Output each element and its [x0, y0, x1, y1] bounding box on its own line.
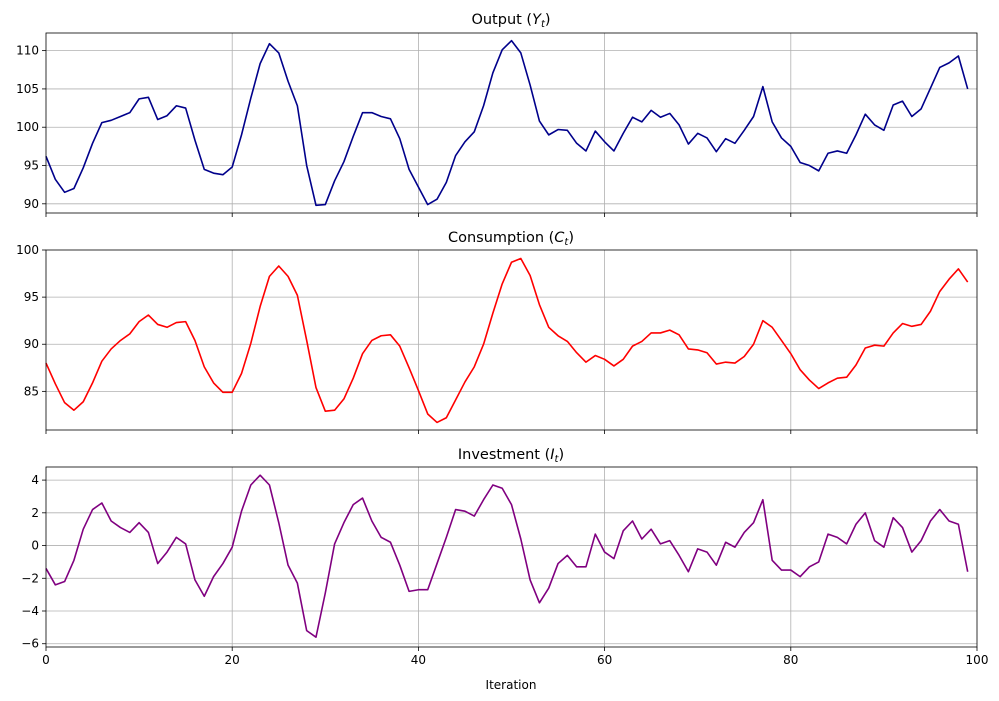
- title-variable: Y: [532, 12, 542, 28]
- output-y-tick-label: 95: [24, 159, 39, 173]
- output-y-tick-label: 90: [24, 197, 39, 211]
- consumption-series-line: [45, 257, 969, 424]
- output-y-tick-label: 110: [16, 44, 39, 58]
- output-y-tick-label: 105: [16, 82, 39, 96]
- investment-y-tick-label: −2: [21, 571, 39, 585]
- title-end: ): [545, 12, 551, 28]
- title-subscript: t: [541, 19, 546, 30]
- title-subscript: t: [555, 454, 560, 465]
- output-series-line: [45, 39, 969, 207]
- investment-y-tick-label: −4: [21, 604, 39, 618]
- panel-title-consumption: Consumption (Ct): [448, 230, 574, 248]
- x-tick-label: 60: [597, 653, 612, 667]
- investment-series-line: [45, 474, 969, 638]
- title-main: Investment (: [458, 447, 550, 463]
- investment-y-tick-label: 0: [31, 539, 39, 553]
- x-tick-label: 0: [42, 653, 50, 667]
- x-tick-label: 40: [411, 653, 426, 667]
- x-tick-label: 80: [783, 653, 798, 667]
- consumption-y-tick-label: 85: [24, 384, 39, 398]
- consumption-y-tick-label: 100: [16, 243, 39, 257]
- investment-y-tick-label: 4: [31, 473, 39, 487]
- investment-axes-frame: [45, 466, 978, 648]
- title-end: ): [568, 230, 574, 246]
- consumption-axes-frame: [45, 249, 978, 431]
- title-subscript: t: [564, 237, 569, 248]
- consumption-y-tick-label: 90: [24, 337, 39, 351]
- title-main: Consumption (: [448, 230, 554, 246]
- x-axis-label: Iteration: [486, 678, 537, 692]
- title-variable: I: [550, 447, 554, 463]
- title-end: ): [558, 447, 564, 463]
- panel-title-output: Output (Yt): [471, 12, 550, 30]
- title-variable: C: [554, 230, 565, 246]
- output-axes-frame: [45, 32, 978, 214]
- panel-title-investment: Investment (It): [458, 447, 564, 465]
- investment-y-tick-label: 2: [31, 506, 39, 520]
- x-tick-label: 100: [966, 653, 989, 667]
- title-main: Output (: [471, 12, 532, 28]
- output-y-tick-label: 100: [16, 120, 39, 134]
- x-tick-label: 20: [225, 653, 240, 667]
- investment-y-tick-label: −6: [21, 637, 39, 651]
- output-panel: Output (Yt) 90 95 100 105 110: [16, 12, 978, 217]
- consumption-y-tick-label: 95: [24, 290, 39, 304]
- consumption-panel: Consumption (Ct) 85 90 95 100: [16, 230, 978, 434]
